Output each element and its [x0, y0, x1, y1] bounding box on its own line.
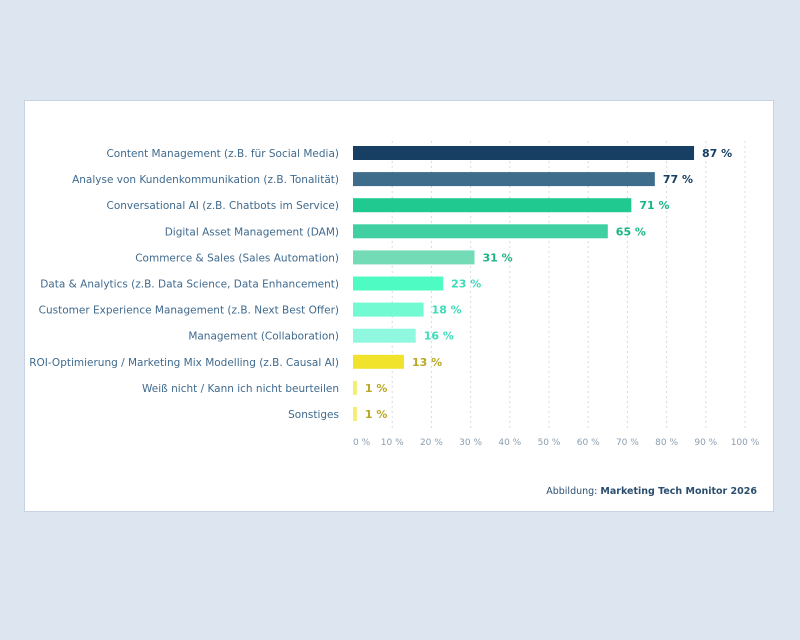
- bar: [353, 146, 695, 160]
- bar: [353, 198, 632, 213]
- category-label: Digital Asset Management (DAM): [165, 226, 339, 238]
- x-tick-label: 90 %: [694, 438, 717, 448]
- value-label: 71 %: [639, 199, 669, 212]
- x-tick-label: 80 %: [655, 438, 678, 448]
- x-tick-label: 100 %: [731, 438, 760, 448]
- x-tick-label: 0 %: [353, 438, 371, 448]
- value-label: 31 %: [483, 251, 513, 264]
- bar-chart: 0 % 10 % 20 % 30 % 40 % 50 % 60 % 70 % 80 % 90 % 1…: [29, 141, 760, 448]
- value-label: 77 %: [663, 173, 693, 186]
- bar: [353, 250, 475, 265]
- value-label: 13 %: [412, 356, 442, 369]
- x-tick-label: 10 %: [381, 438, 404, 448]
- bar: [353, 172, 655, 187]
- x-tick-label: 60 %: [577, 438, 600, 448]
- bar: [353, 302, 424, 317]
- x-tick-label: 20 %: [420, 438, 443, 448]
- category-label: Data & Analytics (z.B. Data Science, Dat…: [40, 279, 339, 291]
- category-label: Analyse von Kundenkommunikation (z.B. To…: [72, 174, 339, 186]
- bar: [353, 354, 404, 369]
- value-label: 18 %: [432, 304, 462, 317]
- source-name: Marketing Tech Monitor 2026: [600, 486, 757, 497]
- bar: [353, 328, 416, 343]
- category-label: Weiß nicht / Kann ich nicht beurteilen: [142, 383, 339, 395]
- category-label: Conversational AI (z.B. Chatbots im Serv…: [107, 200, 340, 212]
- bar: [353, 380, 357, 395]
- category-label: Content Management (z.B. für Social Medi…: [106, 148, 339, 160]
- chart-card: 0 % 10 % 20 % 30 % 40 % 50 % 60 % 70 % 80 % 90 % 1…: [24, 100, 774, 512]
- bar: [353, 407, 357, 421]
- source-prefix: Abbildung:: [546, 486, 601, 497]
- value-label: 16 %: [424, 330, 454, 343]
- x-tick-label: 70 %: [616, 438, 639, 448]
- value-label: 23 %: [451, 278, 481, 291]
- value-label: 1 %: [365, 382, 388, 395]
- bar: [353, 224, 608, 239]
- category-label: Management (Collaboration): [188, 331, 339, 343]
- category-label: Sonstiges: [288, 409, 339, 421]
- x-tick-label: 30 %: [459, 438, 482, 448]
- value-label: 1 %: [365, 408, 388, 421]
- category-label: Customer Experience Management (z.B. Nex…: [39, 305, 339, 317]
- x-tick-label: 40 %: [498, 438, 521, 448]
- value-label: 87 %: [702, 147, 732, 160]
- category-label: Commerce & Sales (Sales Automation): [135, 252, 339, 264]
- category-label: ROI-Optimierung / Marketing Mix Modellin…: [29, 357, 339, 369]
- bar: [353, 276, 444, 291]
- value-label: 65 %: [616, 225, 646, 238]
- x-tick-label: 50 %: [538, 438, 561, 448]
- source-caption: Abbildung: Marketing Tech Monitor 2026: [546, 486, 757, 497]
